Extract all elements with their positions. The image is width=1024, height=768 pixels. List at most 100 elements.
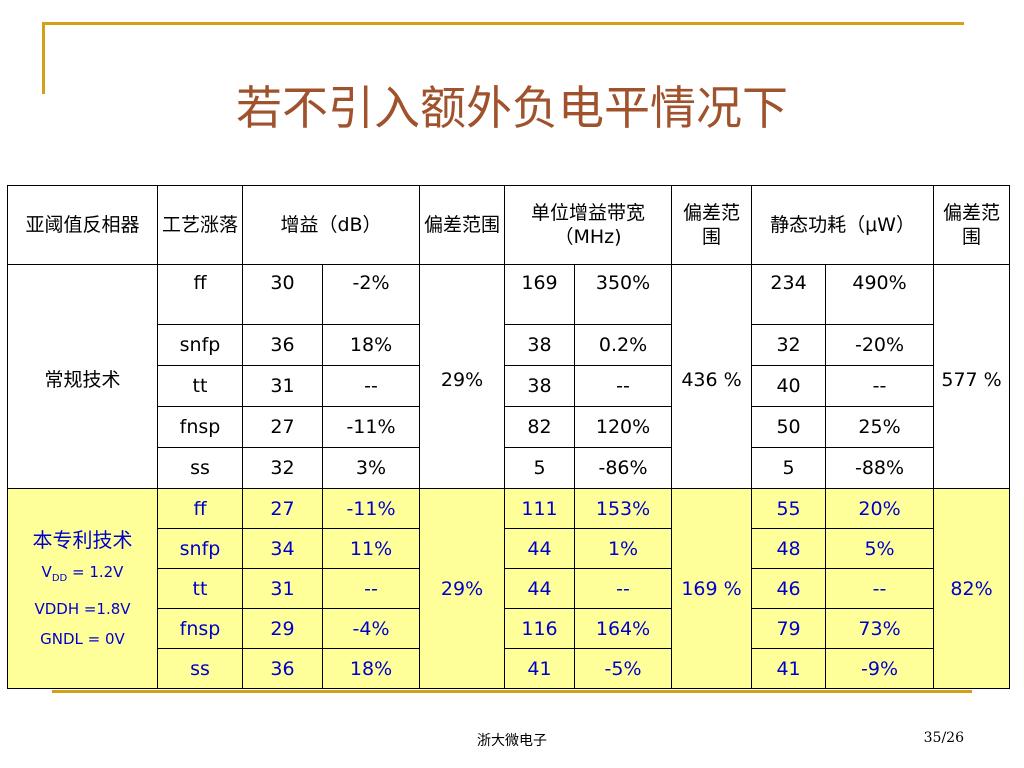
ugb-cell: 111 (504, 488, 576, 529)
process-cell: ff (157, 264, 243, 325)
power-cell: 32 (751, 324, 827, 366)
power-cell: 5 (751, 447, 827, 489)
header-category: 亚阈值反相器 (7, 185, 158, 265)
header-gain: 增益（dB） (241, 185, 421, 265)
process-cell: fnsp (157, 608, 243, 649)
table-row: snfp 34 11% 44 1% 48 5% (8, 528, 1010, 569)
table-row: ss 32 3% 5 -86% 5 -88% (8, 447, 1010, 489)
gain-cell: 36 (242, 648, 323, 689)
comparison-table: 亚阈值反相器 工艺涨落 增益（dB） 偏差范围 单位增益带宽（MHz) 偏差范围… (7, 185, 1011, 689)
power-cell: 234 (751, 264, 827, 325)
process-cell: tt (157, 365, 243, 407)
gain-cell: 31 (242, 365, 323, 407)
ugb-cell: 5 (504, 447, 576, 489)
gain-pct-cell: -11% (321, 406, 421, 448)
header-process: 工艺涨落 (157, 185, 243, 265)
gain-pct-cell: 18% (321, 324, 421, 366)
gain-pct-cell: 3% (321, 447, 421, 489)
power-cell: 48 (751, 528, 827, 569)
conventional-label: 常规技术 (7, 264, 158, 489)
process-cell: ss (157, 447, 243, 489)
gain-cell: 32 (242, 447, 323, 489)
power-pct-cell: -20% (825, 324, 935, 366)
gndl-label: GNDL = 0V (40, 630, 125, 648)
ugb-pct-cell: 120% (574, 406, 673, 448)
table-row: fnsp 29 -4% 116 164% 79 73% (8, 608, 1010, 649)
vdd-prefix: V (41, 563, 52, 581)
ugb-pct-cell: 153% (574, 488, 673, 529)
gain-cell: 31 (242, 568, 323, 609)
table-row: 常规技术 ff 30 -2% 29% 169 350% 436 % 234 49… (7, 264, 1011, 489)
process-cell: snfp (157, 324, 243, 366)
power-pct-cell: -9% (825, 648, 935, 689)
header-power: 静态功耗（μW） (751, 185, 935, 265)
gain-pct-cell: -4% (321, 608, 421, 649)
power-pct-cell: 20% (825, 488, 935, 529)
patent-power-deviation: 82% (933, 488, 1011, 689)
header-row: 亚阈值反相器 工艺涨落 增益（dB） 偏差范围 单位增益带宽（MHz) 偏差范围… (7, 185, 1011, 265)
ugb-pct-cell: 1% (574, 528, 673, 569)
ugb-cell: 44 (504, 528, 576, 569)
vdd-value: = 1.2V (67, 563, 124, 581)
gain-cell: 36 (242, 324, 323, 366)
ugb-cell: 38 (504, 365, 576, 407)
power-cell: 55 (751, 488, 827, 529)
patent-label-cell: 本专利技术 VDD = 1.2V VDDH =1.8V GNDL = 0V (7, 488, 158, 689)
table-row: tt 31 -- 38 -- 40 -- (8, 365, 1010, 407)
decor-line-left (42, 22, 45, 94)
process-cell: ss (157, 648, 243, 689)
power-cell: 50 (751, 406, 827, 448)
decor-line-bottom (52, 690, 972, 693)
process-cell: ff (157, 488, 243, 529)
gain-pct-cell: 18% (321, 648, 421, 689)
power-pct-cell: 490% (825, 264, 935, 325)
header-power-deviation: 偏差范围 (933, 185, 1011, 265)
footer-org: 浙大微电子 (477, 733, 547, 749)
ugb-cell: 38 (504, 324, 576, 366)
ugb-cell: 44 (504, 568, 576, 609)
header-ugb: 单位增益带宽（MHz) (504, 185, 673, 265)
vdd-label: VDD = 1.2V (10, 557, 155, 594)
header-gain-deviation: 偏差范围 (419, 185, 506, 265)
conventional-ugb-deviation: 436 % (671, 264, 753, 489)
gain-cell: 30 (242, 264, 323, 325)
patent-label: 本专利技术 (32, 528, 133, 552)
ugb-cell: 41 (504, 648, 576, 689)
patent-ugb-deviation: 169 % (671, 488, 753, 689)
ugb-pct-cell: -- (574, 365, 673, 407)
gain-cell: 27 (242, 406, 323, 448)
conventional-gain-deviation: 29% (419, 264, 506, 489)
power-cell: 40 (751, 365, 827, 407)
power-pct-cell: -88% (825, 447, 935, 489)
ugb-pct-cell: 350% (574, 264, 673, 325)
decor-line-top (42, 22, 964, 25)
power-pct-cell: 73% (825, 608, 935, 649)
gain-pct-cell: -- (321, 365, 421, 407)
gain-pct-cell: 11% (321, 528, 421, 569)
ugb-pct-cell: -- (574, 568, 673, 609)
gain-cell: 34 (242, 528, 323, 569)
power-pct-cell: 5% (825, 528, 935, 569)
gain-pct-cell: -- (321, 568, 421, 609)
process-cell: snfp (157, 528, 243, 569)
table-row: fnsp 27 -11% 82 120% 50 25% (8, 406, 1010, 448)
patent-gain-deviation: 29% (419, 488, 506, 689)
gain-cell: 27 (242, 488, 323, 529)
ugb-pct-cell: -5% (574, 648, 673, 689)
ugb-cell: 82 (504, 406, 576, 448)
power-cell: 46 (751, 568, 827, 609)
gain-cell: 29 (242, 608, 323, 649)
ugb-cell: 169 (504, 264, 576, 325)
ugb-cell: 116 (504, 608, 576, 649)
header-ugb-deviation: 偏差范围 (671, 185, 753, 265)
gain-pct-cell: -11% (321, 488, 421, 529)
conventional-power-deviation: 577 % (933, 264, 1011, 489)
process-cell: tt (157, 568, 243, 609)
process-cell: fnsp (157, 406, 243, 448)
power-pct-cell: -- (825, 568, 935, 609)
power-cell: 79 (751, 608, 827, 649)
ugb-pct-cell: 0.2% (574, 324, 673, 366)
gain-pct-cell: -2% (321, 264, 421, 325)
table-row: ss 36 18% 41 -5% 41 -9% (8, 648, 1010, 689)
table-row: tt 31 -- 44 -- 46 -- (8, 568, 1010, 609)
